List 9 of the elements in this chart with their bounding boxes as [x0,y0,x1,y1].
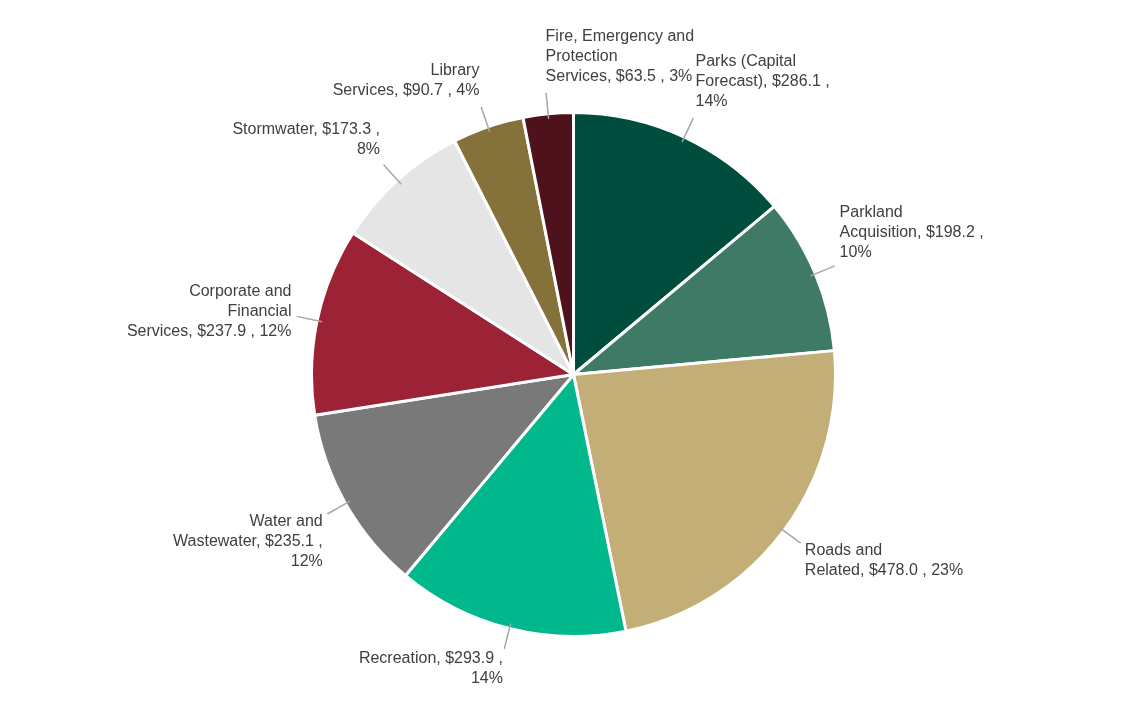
slice-label: Water and Wastewater, $235.1 , 12% [173,511,323,569]
slice-label: Roads and Related, $478.0 , 23% [804,541,964,579]
slice-label: Stormwater, $173.3 , 8% [232,119,381,157]
slice-label: Library Services, $90.7 , 4% [332,61,480,99]
slice-label: Parkland Acquisition, $198.2 , 10% [839,202,984,260]
slice-label: Parks (Capital Forecast), $286.1 , 14% [695,52,830,110]
slice-label: Recreation, $293.9 , 14% [358,648,503,686]
slice-label: Corporate and Financial Services, $237.9 , 12% [126,282,292,340]
slice-label: Fire, Emergency and Protection Services, $63.5 , 3% [545,26,695,84]
